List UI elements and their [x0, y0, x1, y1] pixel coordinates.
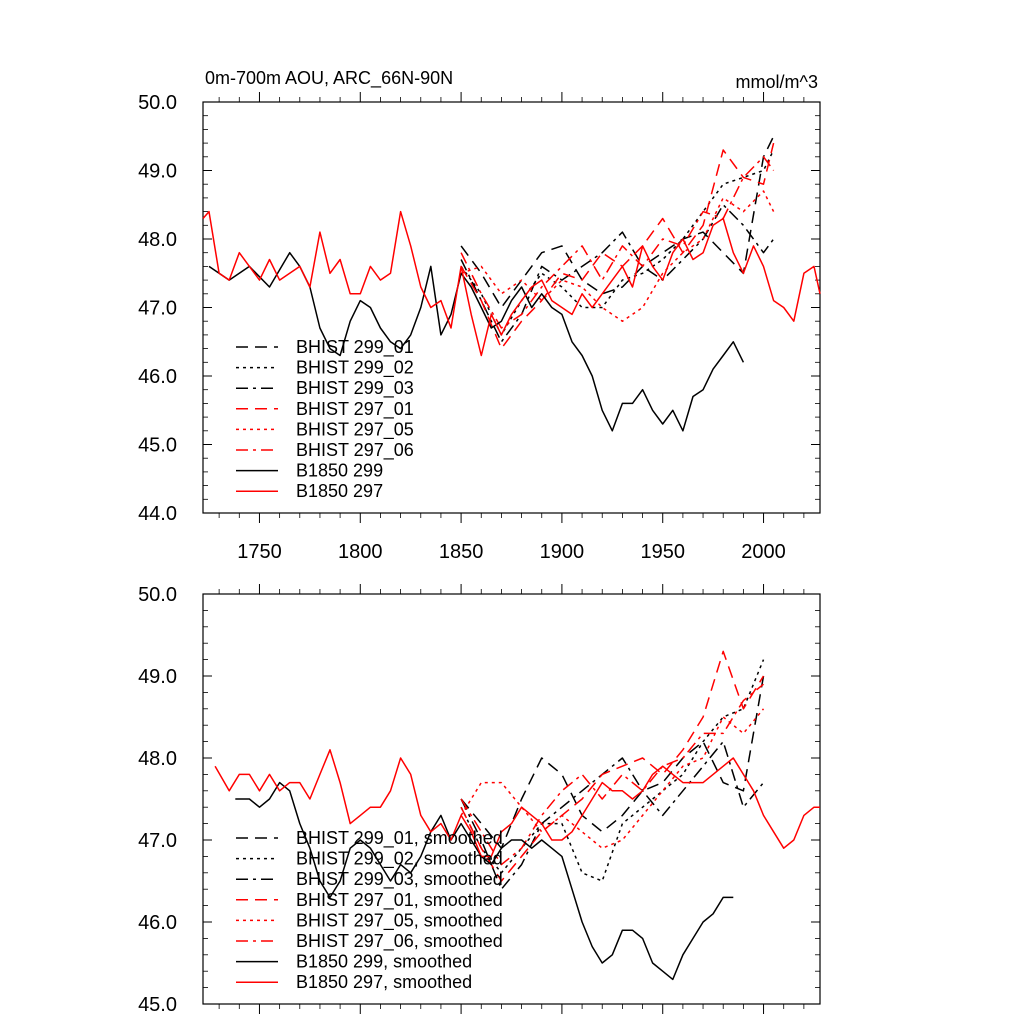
top-series-group — [202, 135, 821, 432]
x-tick-label: 1950 — [640, 541, 685, 563]
y-tick-label: 46.0 — [138, 366, 177, 388]
y-tick-label: 47.0 — [138, 830, 177, 852]
top-chart-units: mmol/m^3 — [736, 72, 818, 92]
series-line-bhist-299-03 — [460, 204, 775, 343]
y-tick-label: 50.0 — [138, 584, 177, 606]
y-tick-label: 48.0 — [138, 748, 177, 770]
series-line-b1850-299-smoothed — [235, 781, 734, 981]
bottom-series-group — [214, 650, 820, 981]
legend-label: BHIST 299_03 — [296, 378, 414, 399]
legend-label: BHIST 299_02 — [296, 358, 414, 379]
legend-label: B1850 297 — [296, 481, 383, 501]
series-line-b1850-297-smoothed — [214, 749, 820, 858]
series-line-b1850-297 — [202, 210, 821, 357]
series-line-bhist-297-05 — [460, 190, 775, 322]
y-tick-label: 44.0 — [138, 503, 177, 525]
legend-label: BHIST 297_01 — [296, 399, 414, 420]
bottom-plot-frame — [202, 593, 821, 1005]
legend-label: B1850 299 — [296, 461, 383, 481]
bottom-panel: 45.0 46.0 47.0 48.0 49.0 50.0 BHIST 299_01, s… — [138, 584, 821, 1016]
x-tick-label: 1750 — [237, 541, 282, 563]
legend-label: BHIST 297_05, smoothed — [296, 910, 503, 931]
top-panel: 0m-700m AOU, ARC_66N-90N mmol/m^3 44.0 45… — [138, 68, 821, 563]
series-line-bhist-299-01 — [460, 135, 775, 309]
series-line-bhist-299-03-smoothed — [460, 740, 765, 890]
legend-label: BHIST 299_03, smoothed — [296, 869, 503, 890]
series-line-bhist-297-01-smoothed — [460, 650, 765, 882]
series-line-bhist-297-06 — [460, 156, 775, 329]
legend-label: BHIST 297_06 — [296, 440, 414, 461]
x-tick-label: 1900 — [540, 541, 585, 563]
x-tick-label: 1850 — [439, 541, 484, 563]
bottom-axes: 45.0 46.0 47.0 48.0 49.0 50.0 — [138, 584, 820, 1016]
legend-label: BHIST 299_01, smoothed — [296, 828, 503, 849]
top-axes: 44.0 45.0 46.0 47.0 48.0 49.0 50.0 1750 1800 1850… — [138, 92, 820, 563]
y-tick-label: 49.0 — [138, 161, 177, 183]
top-chart-title: 0m-700m AOU, ARC_66N-90N — [205, 68, 453, 89]
y-tick-label: 47.0 — [138, 298, 177, 320]
legend-label: BHIST 299_01 — [296, 337, 414, 358]
series-line-bhist-297-06-smoothed — [460, 683, 764, 866]
y-tick-label: 46.0 — [138, 912, 177, 934]
legend-label: BHIST 299_02, smoothed — [296, 849, 503, 870]
legend-label: BHIST 297_06, smoothed — [296, 931, 503, 952]
y-tick-label: 48.0 — [138, 229, 177, 251]
series-line-bhist-297-05-smoothed — [460, 708, 765, 849]
x-tick-label: 1800 — [338, 541, 383, 563]
series-line-bhist-299-02-smoothed — [460, 659, 765, 882]
legend-label: B1850 299, smoothed — [296, 952, 472, 972]
y-tick-label: 49.0 — [138, 666, 177, 688]
legend-label: B1850 297, smoothed — [296, 972, 472, 992]
x-tick-label: 2000 — [741, 541, 786, 563]
legend-label: BHIST 297_05 — [296, 419, 414, 440]
y-tick-label: 45.0 — [138, 994, 177, 1016]
series-line-bhist-299-02 — [460, 149, 775, 336]
legend-label: BHIST 297_01, smoothed — [296, 890, 503, 911]
series-line-bhist-299-01-smoothed — [460, 675, 765, 849]
y-tick-label: 50.0 — [138, 92, 177, 114]
y-tick-label: 45.0 — [138, 435, 177, 457]
